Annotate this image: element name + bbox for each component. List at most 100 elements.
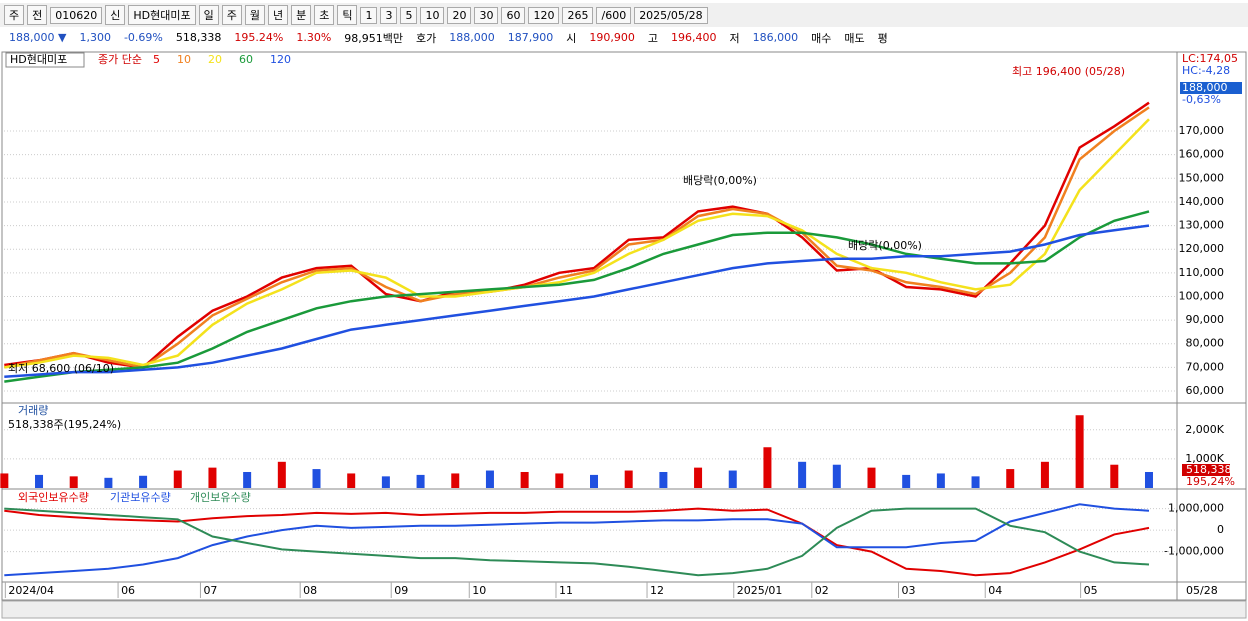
price-label: -0,63% <box>1182 93 1221 106</box>
volume-bar <box>381 476 390 488</box>
annotation: 배당락(0,00%) <box>848 239 922 252</box>
volume-bar <box>1006 469 1015 488</box>
y-tick-label: 0 <box>1217 523 1224 536</box>
series-line <box>4 106 1150 369</box>
toolbar-item[interactable]: 호가 <box>416 31 437 45</box>
toolbar-item[interactable]: 초 <box>314 5 335 25</box>
toolbar-item[interactable]: -0.69% <box>123 31 163 44</box>
y-tick-label: 110,000 <box>1179 266 1225 279</box>
volume-bar <box>867 467 876 488</box>
toolbar-item[interactable]: 매도 <box>844 31 865 45</box>
y-tick-label: 170,000 <box>1179 124 1225 137</box>
x-tick-label: 04 <box>988 584 1002 597</box>
chart: 60,000 70,000 80,000 90,000 100,000 110,000 12… <box>0 51 1247 619</box>
toolbar-item[interactable]: 월 <box>244 5 265 25</box>
toolbar-item[interactable]: 187,900 <box>507 31 554 44</box>
toolbar-item[interactable]: 1 <box>360 6 378 24</box>
x-tick-label: 10 <box>472 584 486 597</box>
volume-bar <box>798 461 807 488</box>
toolbar-item[interactable]: 196,400 <box>671 31 717 44</box>
volume-bar <box>451 473 460 488</box>
toolbar-item[interactable]: 주 <box>221 5 242 25</box>
y-tick-label: 60,000 <box>1186 384 1225 397</box>
toolbar-item[interactable]: 186,000 <box>752 31 799 44</box>
y-tick-label: 160,000 <box>1179 148 1225 161</box>
toolbar-item[interactable]: 1,300 <box>79 31 111 44</box>
volume-bar <box>902 474 911 488</box>
toolbar-item[interactable]: 고 <box>647 31 659 45</box>
toolbar-item[interactable]: 265 <box>562 6 594 24</box>
legend-entry: 120 <box>270 53 291 66</box>
legend-entry: 기관보유수량 <box>110 491 171 504</box>
scrollbar[interactable] <box>1 600 1247 619</box>
x-tick-label: 09 <box>394 584 408 597</box>
toolbar-item[interactable]: 98,951백만 <box>344 31 404 45</box>
toolbar-item[interactable]: 시 <box>566 31 577 45</box>
volume-label-box <box>1182 464 1230 476</box>
toolbar-item[interactable]: 188,000 <box>449 31 495 44</box>
toolbar-item[interactable]: 전 <box>27 5 48 25</box>
x-tick-label: 03 <box>902 584 916 597</box>
x-end-label: 05/28 <box>1186 584 1218 597</box>
toolbar-item[interactable]: 일 <box>198 5 219 25</box>
annotation: 최고 196,400 (05/28) <box>1012 65 1125 78</box>
toolbar-item[interactable]: 190,900 <box>589 31 635 44</box>
toolbar-item[interactable]: /600 <box>596 6 632 24</box>
volume-bar <box>728 470 737 488</box>
toolbar-item[interactable]: 3 <box>380 6 398 24</box>
toolbar-item[interactable]: 분 <box>291 5 312 25</box>
volume-bar <box>763 447 772 488</box>
y-tick-label: 2,000K <box>1185 423 1224 436</box>
volume-bar <box>832 464 841 488</box>
toolbar-item[interactable]: 1.30% <box>296 31 332 44</box>
toolbar-item[interactable]: 20 <box>447 6 472 24</box>
volume-bar <box>139 475 148 488</box>
toolbar-item[interactable]: 년 <box>267 5 289 25</box>
toolbar-item[interactable]: 518,338 <box>175 31 222 44</box>
legend-entry: 20 <box>208 53 222 66</box>
toolbar-item[interactable]: 틱 <box>337 5 358 25</box>
toolbar-item[interactable]: 188,000 ▼ <box>9 31 67 44</box>
toolbar-item[interactable]: 60 <box>501 6 526 24</box>
y-tick-label: -1,000,000 <box>1164 545 1224 558</box>
volume-bar <box>347 473 356 488</box>
legend-entry: 거래량 <box>18 404 48 417</box>
volume-bar <box>104 477 113 488</box>
toolbar-item[interactable]: 2025/05/28 <box>634 6 708 24</box>
x-tick-label: 02 <box>815 584 829 597</box>
y-tick-label: 80,000 <box>1186 337 1225 350</box>
toolbar-item[interactable]: 010620 <box>50 6 103 24</box>
toolbar-item[interactable]: 주 <box>4 5 25 25</box>
volume-bar <box>208 467 217 488</box>
toolbar-item[interactable]: 195.24% <box>234 31 284 44</box>
toolbar: 주 전 010620 신 HD현대미포 일 주 월 년 분 초 틱 1 3 5 10 20 30 60 120 265/… <box>0 3 1248 27</box>
x-tick-label: 11 <box>559 584 573 597</box>
legend-title: 종가 단순 <box>98 53 142 66</box>
toolbar-item[interactable]: 신 <box>105 5 126 25</box>
legend-entry: 10 <box>177 53 191 66</box>
toolbar-item[interactable]: 10 <box>420 6 445 24</box>
toolbar-item[interactable]: HD현대미포 <box>128 5 196 25</box>
x-tick-label: 12 <box>650 584 664 597</box>
volume-bar <box>1040 461 1049 488</box>
toolbar-item[interactable]: 매수 <box>811 31 832 45</box>
price-label: HC:-4,28 <box>1182 64 1230 77</box>
toolbar-item[interactable]: 5 <box>400 6 418 24</box>
toolbar-item[interactable]: 저 <box>729 31 740 45</box>
toolbar-item[interactable]: 평 <box>877 31 888 45</box>
toolbar-item[interactable]: 120 <box>528 6 560 24</box>
toolbar-item[interactable]: 30 <box>474 6 499 24</box>
volume-bar <box>69 476 78 488</box>
legend-entry: 외국인보유수량 <box>18 491 89 504</box>
price-label: LC:174,05 <box>1182 52 1238 65</box>
price-label: 188,000 <box>1182 81 1228 94</box>
volume-bar <box>312 469 321 488</box>
volume-bar <box>173 470 182 488</box>
stock-name-box <box>5 52 85 68</box>
legend-entry: 5 <box>153 53 160 66</box>
x-tick-label: 2025/01 <box>737 584 783 597</box>
volume-bar <box>590 474 599 488</box>
volume-bar <box>0 473 9 488</box>
y-tick-label: 120,000 <box>1179 242 1225 255</box>
series-line <box>4 503 1150 577</box>
